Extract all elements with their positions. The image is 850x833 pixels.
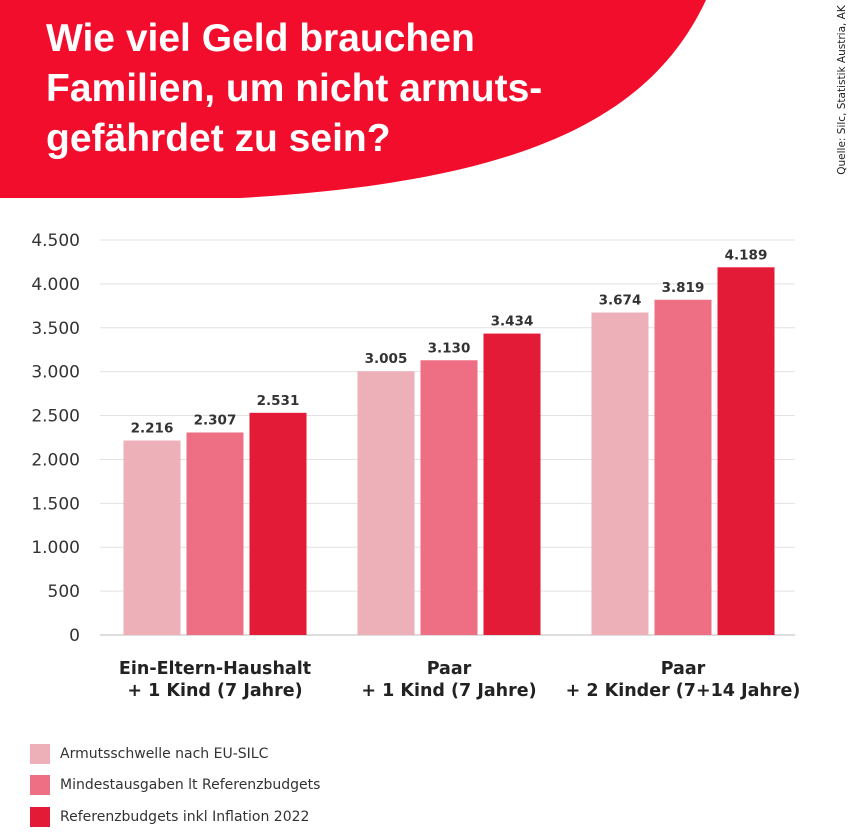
x-category-label: + 2 Kinder (7+14 Jahre) [566, 681, 801, 701]
x-category-label: + 1 Kind (7 Jahre) [127, 681, 302, 701]
y-tick-label: 1.500 [31, 494, 80, 514]
legend-item: Mindestausgaben lt Referenzbudgets [30, 770, 320, 802]
x-category-label: + 1 Kind (7 Jahre) [361, 681, 536, 701]
header-background [0, 0, 706, 198]
legend-swatch [30, 806, 50, 827]
chart-title: Wie viel Geld brauchen Familien, um nich… [46, 17, 543, 160]
bar [249, 412, 307, 635]
y-tick-label: 2.500 [31, 407, 80, 427]
legend-label: Mindestausgaben lt Referenzbudgets [60, 777, 321, 794]
data-label: 2.216 [131, 420, 174, 436]
x-category-label: Paar [427, 659, 472, 679]
y-tick-label: 500 [48, 582, 80, 602]
y-tick-label: 1.000 [31, 538, 80, 558]
data-label: 3.674 [599, 293, 642, 309]
bar [123, 440, 181, 635]
x-category-label: Ein-Eltern-Haushalt [119, 659, 311, 679]
data-label: 3.130 [428, 340, 471, 356]
legend: Armutsschwelle nach EU-SILC Mindestausgab… [30, 738, 320, 833]
bar [591, 312, 649, 635]
data-label: 3.819 [662, 280, 705, 296]
y-tick-label: 0 [69, 626, 80, 646]
data-label: 2.307 [194, 412, 237, 428]
y-tick-label: 4.000 [31, 275, 80, 295]
y-tick-label: 3.000 [31, 363, 80, 383]
data-label: 3.434 [491, 314, 534, 330]
legend-item: Referenzbudgets inkl Inflation 2022 [30, 801, 320, 833]
y-tick-label: 2.000 [31, 450, 80, 470]
legend-item: Armutsschwelle nach EU-SILC [30, 738, 320, 770]
y-tick-label: 3.500 [31, 319, 80, 339]
bar [717, 267, 775, 635]
y-tick-label: 4.500 [31, 231, 80, 251]
bar [654, 299, 712, 635]
bar-chart: 0 500 1.000 1.500 2.000 2.500 3.000 3.500 4.000 4… [31, 231, 801, 701]
bar [186, 432, 244, 635]
legend-label: Armutsschwelle nach EU-SILC [60, 745, 269, 762]
bar [357, 371, 415, 635]
bar [420, 360, 478, 635]
data-label: 3.005 [365, 351, 408, 367]
bar [483, 333, 541, 635]
legend-swatch [30, 743, 50, 764]
data-label: 4.189 [725, 247, 768, 263]
data-label: 2.531 [257, 393, 300, 409]
legend-swatch [30, 775, 50, 796]
legend-label: Referenzbudgets inkl Inflation 2022 [60, 808, 310, 825]
x-category-label: Paar [661, 659, 706, 679]
